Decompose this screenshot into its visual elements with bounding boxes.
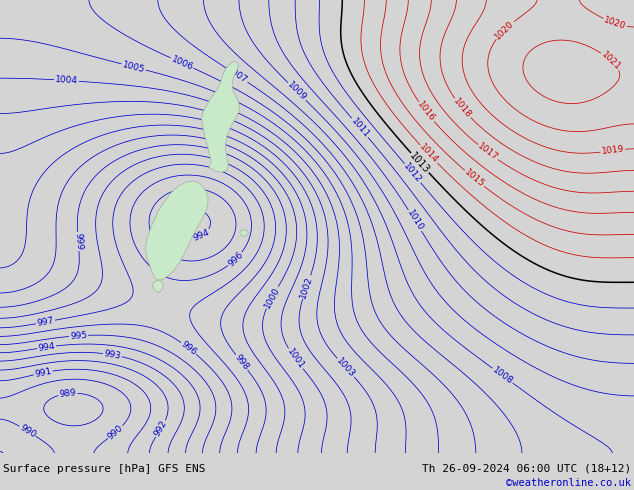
Text: 1017: 1017 [476, 142, 500, 163]
Polygon shape [146, 181, 208, 280]
Text: 1015: 1015 [463, 168, 486, 189]
Text: 998: 998 [233, 353, 250, 372]
Text: Th 26-09-2024 06:00 UTC (18+12): Th 26-09-2024 06:00 UTC (18+12) [422, 464, 631, 473]
Polygon shape [152, 280, 164, 293]
Text: 1000: 1000 [262, 285, 281, 310]
Text: 1004: 1004 [55, 75, 78, 86]
Text: ©weatheronline.co.uk: ©weatheronline.co.uk [506, 478, 631, 488]
Text: 1011: 1011 [349, 116, 371, 140]
Text: 1019: 1019 [601, 145, 624, 156]
Text: 1021: 1021 [599, 49, 622, 72]
Text: 1020: 1020 [603, 15, 627, 31]
Text: 994: 994 [37, 342, 56, 353]
Polygon shape [202, 61, 240, 172]
Text: 990: 990 [18, 423, 37, 440]
Text: 993: 993 [103, 349, 122, 361]
Text: 1001: 1001 [285, 347, 306, 371]
Text: 1002: 1002 [299, 275, 314, 299]
Text: 1003: 1003 [335, 356, 357, 379]
Text: Surface pressure [hPa] GFS ENS: Surface pressure [hPa] GFS ENS [3, 464, 205, 473]
Text: 1020: 1020 [493, 19, 516, 41]
Text: 1007: 1007 [225, 65, 249, 85]
Text: 992: 992 [153, 419, 169, 439]
Text: 990: 990 [106, 423, 125, 441]
Text: 1016: 1016 [416, 100, 437, 123]
Text: 1014: 1014 [418, 143, 440, 166]
Text: 996: 996 [179, 340, 198, 357]
Polygon shape [240, 230, 249, 237]
Text: 1005: 1005 [121, 60, 146, 74]
Text: 996: 996 [226, 250, 245, 269]
Text: 1008: 1008 [491, 365, 514, 386]
Text: 995: 995 [70, 331, 87, 341]
Text: 1018: 1018 [451, 97, 473, 120]
Text: 989: 989 [59, 388, 77, 399]
Text: 995: 995 [148, 234, 165, 253]
Text: 1010: 1010 [405, 208, 425, 233]
Text: 1006: 1006 [170, 54, 194, 72]
Text: 1012: 1012 [402, 162, 424, 185]
Text: 991: 991 [34, 367, 53, 379]
Text: 1009: 1009 [285, 80, 308, 103]
Text: 997: 997 [36, 316, 55, 328]
Text: 994: 994 [192, 227, 211, 243]
Text: 999: 999 [73, 233, 83, 250]
Text: 1013: 1013 [408, 150, 432, 175]
